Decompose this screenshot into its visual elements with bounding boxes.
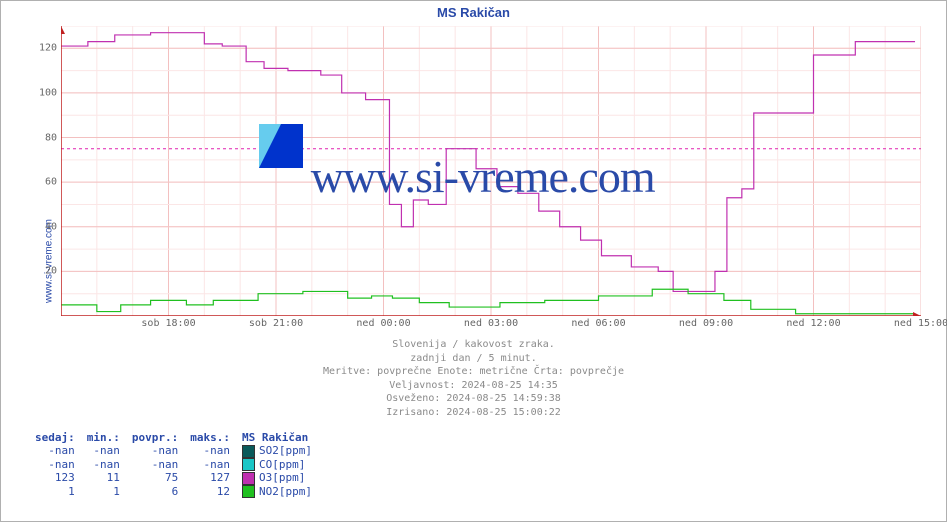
legend-header-station: MS Rakičan [236,431,318,444]
legend-row: -nan-nan-nan-nanCO[ppm] [29,458,318,472]
y-tick-label: 80 [45,132,57,143]
legend-header-avg: povpr.: [126,431,184,444]
cell-max: -nan [184,444,236,458]
x-tick-label: ned 09:00 [679,318,733,329]
legend-table: sedaj: min.: povpr.: maks.: MS Rakičan -… [29,431,318,498]
cell-now: -nan [29,444,81,458]
caption-line: zadnji dan / 5 minut. [1,352,946,366]
caption-line: Meritve: povprečne Enote: metrične Črta:… [1,365,946,379]
caption-line: Izrisano: 2024-08-25 15:00:22 [1,406,946,420]
x-tick-label: ned 06:00 [571,318,625,329]
cell-now: 1 [29,485,81,499]
legend-header-row: sedaj: min.: povpr.: maks.: MS Rakičan [29,431,318,444]
swatch-icon [242,485,255,498]
x-tick-label: ned 03:00 [464,318,518,329]
y-tick-label: 100 [39,87,57,98]
cell-avg: -nan [126,458,184,472]
caption-line: Veljavnost: 2024-08-25 14:35 [1,379,946,393]
swatch-icon [242,458,255,471]
caption-line: Osveženo: 2024-08-25 14:59:38 [1,392,946,406]
swatch-icon [242,445,255,458]
plot-area: 20406080100120 sob 18:00sob 21:00ned 00:… [61,26,926,316]
cell-min: -nan [81,444,126,458]
y-tick-label: 60 [45,177,57,188]
cell-min: 1 [81,485,126,499]
plot-svg [61,26,921,316]
x-tick-label: ned 00:00 [356,318,410,329]
swatch-icon [242,472,255,485]
y-axis-ticks: 20 40 60 80 100 120 [25,26,57,316]
x-axis-ticks: sob 18:00 sob 21:00 ned 00:00 ned 03:00 ned … [61,318,926,332]
legend-row: 11612NO2[ppm] [29,485,318,499]
x-tick-label: sob 18:00 [141,318,195,329]
y-tick-label: 20 [45,266,57,277]
y-tick-label: 40 [45,221,57,232]
cell-now: -nan [29,458,81,472]
legend-header-now: sedaj: [29,431,81,444]
cell-series: SO2[ppm] [236,444,318,458]
cell-max: 12 [184,485,236,499]
x-tick-label: ned 12:00 [786,318,840,329]
cell-series: NO2[ppm] [236,485,318,499]
legend-header-max: maks.: [184,431,236,444]
chart-container: www.si-vreme.com MS Rakičan 204060801001… [0,0,947,522]
x-tick-label: ned 15:00 [894,318,947,329]
cell-avg: 6 [126,485,184,499]
y-tick-label: 120 [39,43,57,54]
cell-series: O3[ppm] [236,471,318,485]
caption-line: Slovenija / kakovost zraka. [1,338,946,352]
cell-series: CO[ppm] [236,458,318,472]
legend-header-min: min.: [81,431,126,444]
cell-min: 11 [81,471,126,485]
cell-max: 127 [184,471,236,485]
cell-min: -nan [81,458,126,472]
chart-title: MS Rakičan [1,1,946,20]
cell-now: 123 [29,471,81,485]
caption-block: Slovenija / kakovost zraka. zadnji dan /… [1,338,946,419]
legend-row: 1231175127O3[ppm] [29,471,318,485]
cell-avg: 75 [126,471,184,485]
x-tick-label: sob 21:00 [249,318,303,329]
legend-row: -nan-nan-nan-nanSO2[ppm] [29,444,318,458]
cell-max: -nan [184,458,236,472]
cell-avg: -nan [126,444,184,458]
